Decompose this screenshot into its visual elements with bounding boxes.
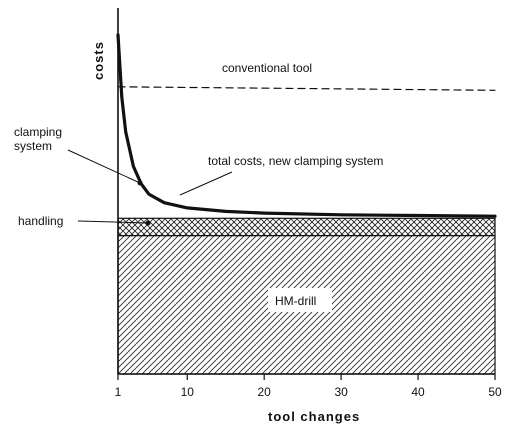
- total-costs-leader: [179, 171, 233, 196]
- layer-handling: [117, 217, 496, 237]
- hm-drill-label-box: [268, 288, 332, 312]
- axes: [117, 8, 495, 375]
- x-tick-label-10: 10: [181, 385, 195, 399]
- x-tick-label-1: 1: [115, 385, 122, 399]
- x-tick-label-20: 20: [258, 385, 272, 399]
- x-tick-label-30: 30: [334, 385, 348, 399]
- clamping-system-label-line2: system: [14, 139, 52, 153]
- handling-leader: [77, 220, 149, 224]
- x-tick-label-40: 40: [411, 385, 425, 399]
- x-ticks: 1 10 20 30 40 50: [115, 374, 502, 399]
- hm-drill-label: HM-drill: [275, 294, 316, 308]
- cost-layers: [117, 217, 496, 375]
- x-axis-label: tool changes: [268, 409, 360, 424]
- clamping-system-label: clamping system: [14, 125, 65, 153]
- handling-dot: [145, 220, 151, 226]
- series-conventional-tool: [117, 86, 496, 91]
- conventional-tool-label: conventional tool: [222, 61, 312, 75]
- handling-label: handling: [18, 214, 63, 228]
- x-tick-label-50: 50: [488, 385, 502, 399]
- clamping-system-dot: [137, 180, 143, 186]
- cost-series: [116, 33, 497, 218]
- total-costs-label: total costs, new clamping system: [208, 154, 383, 168]
- clamping-system-leader: [67, 149, 141, 184]
- series-total-costs-new-clamping-system: [116, 33, 497, 218]
- y-axis-label: costs: [91, 41, 106, 80]
- clamping-system-label-line1: clamping: [14, 125, 62, 139]
